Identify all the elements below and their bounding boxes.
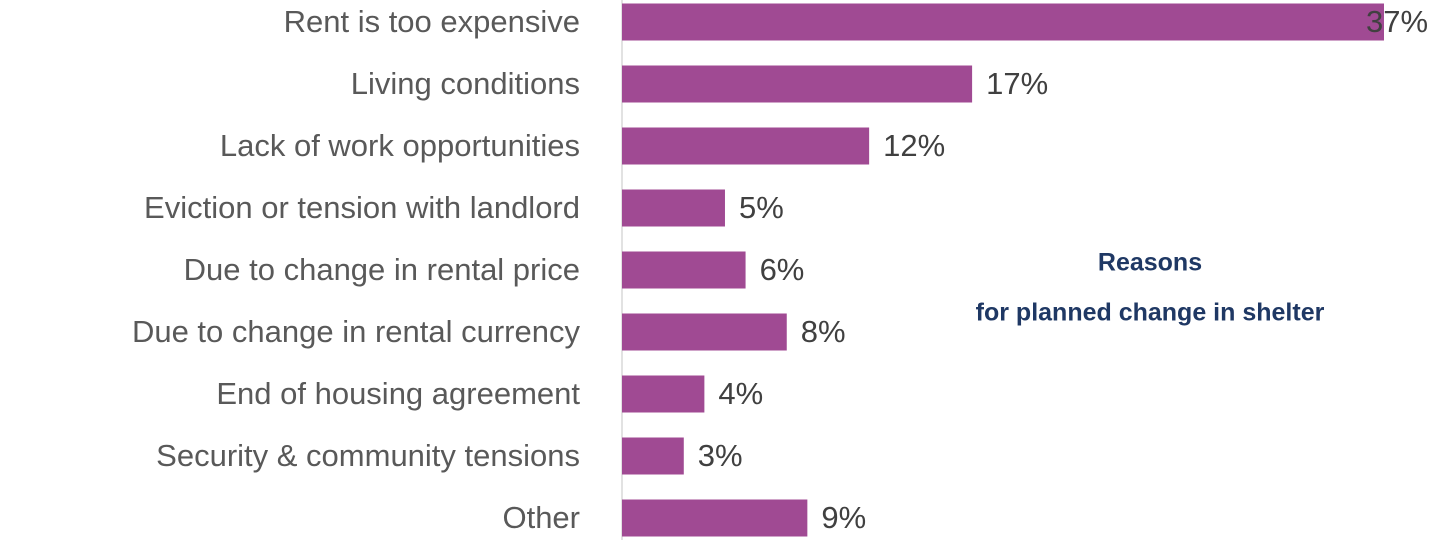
bar xyxy=(622,499,808,537)
data-label: 5% xyxy=(739,190,784,225)
chart-title: for planned change in shelter xyxy=(976,299,1325,327)
category-label: Other xyxy=(502,500,580,535)
bar xyxy=(622,251,746,289)
category-label: Eviction or tension with landlord xyxy=(144,190,580,225)
data-label: 9% xyxy=(821,500,866,535)
bar xyxy=(622,127,870,165)
category-label: Due to change in rental price xyxy=(184,252,580,287)
bar xyxy=(622,375,705,413)
category-label: End of housing agreement xyxy=(216,376,580,411)
data-label: 8% xyxy=(801,314,846,349)
category-label: Due to change in rental currency xyxy=(132,314,581,349)
data-label: 4% xyxy=(718,376,763,411)
category-label: Security & community tensions xyxy=(156,438,580,473)
bar xyxy=(622,189,725,227)
data-label: 12% xyxy=(883,128,945,163)
data-label: 3% xyxy=(698,438,743,473)
bar xyxy=(622,437,684,475)
data-label: 6% xyxy=(760,252,805,287)
bar xyxy=(622,65,973,103)
data-label: 37% xyxy=(1366,4,1428,39)
category-label: Rent is too expensive xyxy=(284,4,580,39)
bar xyxy=(622,3,1384,41)
bar xyxy=(622,313,787,351)
chart-title: Reasons xyxy=(1098,249,1202,277)
data-label: 17% xyxy=(986,66,1048,101)
category-label: Living conditions xyxy=(351,66,580,101)
category-label: Lack of work opportunities xyxy=(220,128,580,163)
